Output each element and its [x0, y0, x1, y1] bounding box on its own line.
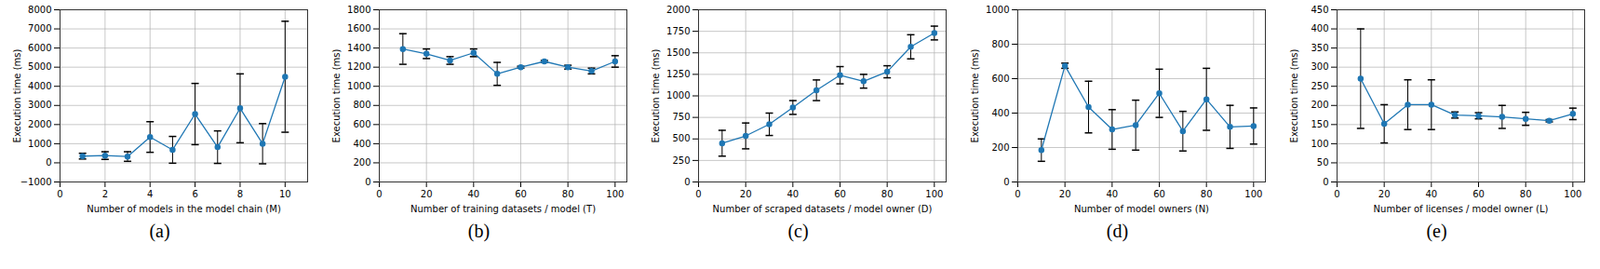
svg-text:250: 250 [672, 155, 690, 166]
svg-text:80: 80 [880, 188, 893, 200]
svg-text:0: 0 [1014, 188, 1021, 200]
svg-text:800: 800 [352, 99, 371, 110]
svg-text:20: 20 [739, 188, 752, 200]
svg-text:0: 0 [1003, 176, 1009, 188]
svg-text:1500: 1500 [666, 47, 690, 58]
svg-text:20: 20 [1058, 188, 1071, 200]
svg-text:350: 350 [1310, 42, 1329, 54]
svg-text:Execution time (ms): Execution time (ms) [1288, 49, 1299, 144]
svg-text:300: 300 [1310, 61, 1329, 72]
svg-text:750: 750 [672, 111, 690, 122]
svg-text:6000: 6000 [27, 42, 52, 54]
svg-text:Number of training datasets /: Number of training datasets / model (T) [409, 203, 595, 215]
svg-text:1000: 1000 [985, 4, 1009, 15]
svg-text:500: 500 [672, 133, 690, 144]
svg-text:1250: 1250 [666, 68, 690, 80]
svg-text:2000: 2000 [27, 119, 52, 130]
svg-text:Execution time (ms): Execution time (ms) [11, 49, 22, 144]
svg-text:800: 800 [991, 39, 1009, 50]
svg-text:2: 2 [101, 188, 108, 200]
svg-text:1600: 1600 [347, 23, 371, 34]
svg-text:0: 0 [1333, 188, 1340, 200]
svg-text:60: 60 [1153, 188, 1166, 200]
svg-text:400: 400 [352, 138, 371, 149]
svg-text:450: 450 [1310, 4, 1329, 15]
svg-text:150: 150 [1310, 119, 1329, 130]
svg-text:1800: 1800 [347, 4, 371, 15]
svg-text:0: 0 [695, 188, 701, 200]
svg-text:4000: 4000 [27, 80, 52, 92]
svg-text:60: 60 [833, 188, 847, 200]
svg-text:1000: 1000 [666, 90, 690, 101]
svg-text:40: 40 [786, 188, 799, 200]
svg-text:400: 400 [1310, 23, 1329, 34]
svg-text:Number of model owners (N): Number of model owners (N) [1073, 203, 1209, 215]
svg-text:20: 20 [1377, 188, 1390, 200]
svg-text:10: 10 [278, 188, 291, 200]
svg-text:40: 40 [1425, 188, 1438, 200]
svg-text:0: 0 [684, 176, 690, 188]
html-text:(a): (a) [149, 220, 170, 242]
svg-text:Execution time (ms): Execution time (ms) [330, 49, 341, 144]
svg-text:1200: 1200 [347, 61, 371, 72]
svg-text:60: 60 [514, 188, 527, 200]
svg-text:Number of scraped datasets / m: Number of scraped datasets / model owner… [712, 203, 932, 215]
svg-text:4: 4 [147, 188, 153, 200]
svg-text:50: 50 [1316, 157, 1329, 168]
svg-text:60: 60 [1472, 188, 1485, 200]
svg-text:250: 250 [1310, 80, 1329, 92]
svg-text:200: 200 [1310, 99, 1329, 110]
svg-text:−1000: −1000 [19, 176, 52, 188]
svg-text:0: 0 [364, 176, 371, 188]
svg-text:100: 100 [1563, 188, 1582, 200]
svg-text:100: 100 [605, 188, 624, 200]
svg-text:3000: 3000 [27, 99, 52, 110]
svg-text:0: 0 [45, 157, 52, 168]
svg-text:40: 40 [1105, 188, 1118, 200]
svg-text:1000: 1000 [347, 80, 371, 92]
svg-text:0: 0 [56, 188, 63, 200]
svg-text:1400: 1400 [347, 42, 371, 54]
svg-text:80: 80 [1519, 188, 1532, 200]
svg-text:6: 6 [191, 188, 198, 200]
svg-text:2000: 2000 [666, 4, 690, 15]
svg-text:1000: 1000 [27, 138, 52, 149]
svg-text:Execution time (ms): Execution time (ms) [968, 49, 980, 144]
svg-text:0: 0 [376, 188, 382, 200]
svg-text:400: 400 [991, 107, 1009, 119]
svg-text:200: 200 [352, 157, 371, 168]
html-text:(e): (e) [1426, 220, 1447, 242]
svg-text:80: 80 [561, 188, 574, 200]
svg-text:80: 80 [1199, 188, 1212, 200]
svg-text:200: 200 [991, 142, 1009, 153]
svg-text:Execution time (ms): Execution time (ms) [649, 49, 660, 144]
svg-text:7000: 7000 [27, 23, 52, 34]
svg-text:8000: 8000 [27, 4, 52, 15]
svg-text:600: 600 [991, 73, 1009, 84]
svg-text:100: 100 [1310, 138, 1329, 149]
html-text:(c): (c) [787, 220, 809, 242]
svg-text:Number of models in the model: Number of models in the model chain (M) [86, 203, 282, 215]
svg-text:Number of licenses / model own: Number of licenses / model owner (L) [1372, 203, 1548, 215]
html-text:(d): (d) [1106, 220, 1129, 242]
svg-text:0: 0 [1322, 176, 1329, 188]
svg-text:600: 600 [352, 119, 371, 130]
svg-text:100: 100 [925, 188, 943, 200]
svg-text:1750: 1750 [666, 26, 690, 37]
html-text:(b): (b) [467, 220, 490, 242]
svg-text:100: 100 [1244, 188, 1263, 200]
svg-text:20: 20 [419, 188, 432, 200]
svg-text:5000: 5000 [27, 61, 52, 72]
svg-text:40: 40 [467, 188, 480, 200]
svg-text:8: 8 [236, 188, 243, 200]
